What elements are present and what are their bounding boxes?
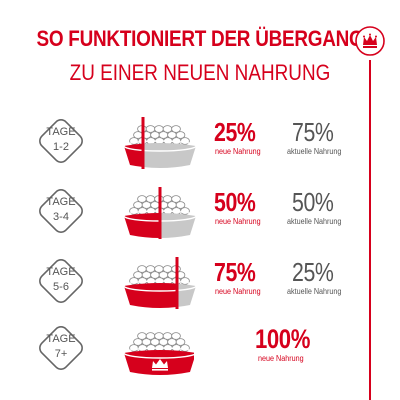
current-food-percent: 75% — [292, 117, 334, 147]
day-badge-text: TAGE 7+ — [35, 332, 87, 362]
day-label: TAGE — [46, 126, 76, 138]
stage-row: TAGE 3-4 50% neue Nahrung 50% aktuelle N… — [0, 185, 400, 255]
day-range: 7+ — [54, 348, 68, 360]
day-badge — [39, 259, 83, 303]
day-range: 3-4 — [53, 211, 69, 223]
bowl-icon — [123, 332, 197, 375]
kibble — [175, 338, 186, 346]
current-food-label: aktuelle Nahrung — [287, 217, 342, 226]
divider-line — [369, 60, 371, 400]
kibble — [175, 131, 186, 139]
page-subtitle: ZU EINER NEUEN NAHRUNG — [69, 60, 331, 85]
bowl-icon — [123, 117, 197, 169]
kibble — [137, 332, 147, 340]
kibble — [162, 332, 173, 340]
kibble — [154, 332, 164, 340]
day-badge — [39, 326, 83, 370]
day-label: TAGE — [46, 196, 76, 208]
new-food-percent: 75% — [214, 257, 256, 287]
day-badge-text: TAGE 1-2 — [35, 125, 87, 155]
new-food-label: neue Nahrung — [258, 354, 304, 363]
day-badge-text: TAGE 3-4 — [35, 195, 87, 225]
crown-icon — [355, 26, 385, 56]
day-badge — [39, 189, 83, 233]
day-range: 5-6 — [53, 281, 69, 293]
kibble — [171, 195, 181, 203]
current-food-percent: 25% — [292, 257, 334, 287]
kibble — [154, 125, 164, 133]
bowl-rim — [123, 347, 197, 359]
day-badge — [39, 119, 83, 163]
new-food-label: neue Nahrung — [215, 287, 261, 296]
kibble — [171, 332, 181, 340]
kibble — [154, 265, 164, 273]
crown-icon — [152, 359, 168, 371]
stage-row: TAGE 5-6 75% neue Nahrung 25% aktuelle N… — [0, 255, 400, 325]
kibble — [171, 125, 181, 133]
new-food-percent: 25% — [214, 117, 256, 147]
kibble — [145, 332, 156, 340]
day-range: 1-2 — [53, 141, 69, 153]
kibble — [162, 265, 173, 273]
divider-bar — [141, 117, 145, 169]
new-food-label: neue Nahrung — [215, 217, 261, 226]
kibble — [137, 195, 147, 203]
current-food-percent: 50% — [292, 187, 334, 217]
kibble — [175, 201, 186, 209]
current-food-label: aktuelle Nahrung — [287, 147, 342, 156]
bowl-icon — [123, 257, 197, 309]
kibble — [162, 125, 173, 133]
new-food-percent: 100% — [255, 324, 310, 354]
day-badge-text: TAGE 5-6 — [35, 265, 87, 295]
stage-row: TAGE 1-2 25% neue Nahrung 75% aktuelle N… — [0, 115, 400, 185]
new-food-label: neue Nahrung — [215, 147, 261, 156]
kibble — [145, 265, 156, 273]
stage-row: TAGE 7+ 100% neue Nahrung — [0, 322, 400, 392]
kibble — [145, 125, 156, 133]
bowl-rim — [123, 280, 197, 292]
kibble — [162, 195, 173, 203]
divider-bar — [175, 257, 179, 309]
kibble — [145, 195, 156, 203]
day-label: TAGE — [46, 333, 76, 345]
page-title: SO FUNKTIONIERT DER ÜBERGANG — [36, 26, 364, 51]
current-food-label: aktuelle Nahrung — [287, 287, 342, 296]
bowl-icon — [123, 187, 197, 239]
new-food-percent: 50% — [214, 187, 256, 217]
bowl-rim — [123, 140, 197, 152]
divider-bar — [158, 187, 162, 239]
kibble — [137, 265, 147, 273]
day-label: TAGE — [46, 266, 76, 278]
